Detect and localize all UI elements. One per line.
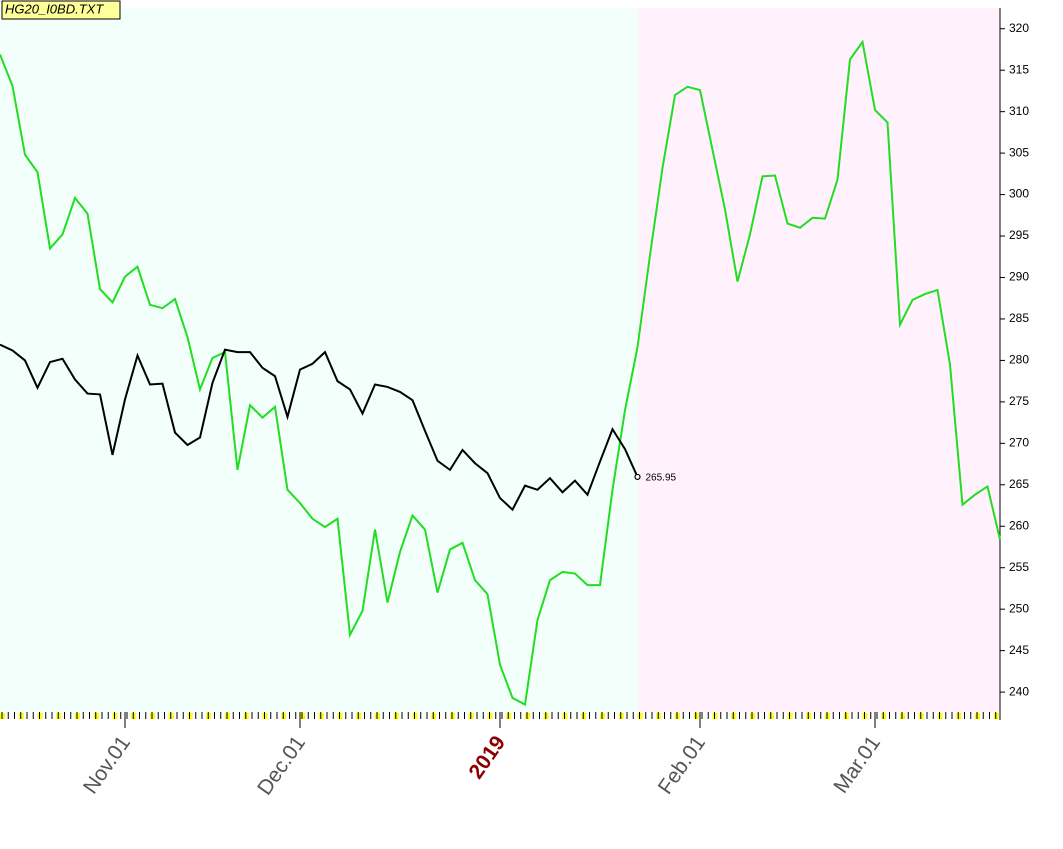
y-tick-label: 315 (1009, 62, 1029, 76)
y-tick-label: 290 (1009, 270, 1029, 284)
x-tick-label: Dec.01 (253, 732, 310, 800)
y-tick-label: 300 (1009, 187, 1029, 201)
series-line (0, 39, 1001, 707)
y-tick-label: 295 (1009, 228, 1029, 242)
y-tick-label: 265 (1009, 477, 1029, 491)
plot-area (0, 39, 1001, 707)
last-point (634, 473, 641, 481)
period-background (638, 8, 1000, 712)
y-tick-label: 270 (1009, 436, 1029, 450)
y-tick-label: 245 (1009, 643, 1029, 657)
y-tick-label: 285 (1009, 311, 1029, 325)
x-tick-label: 2019 (464, 732, 510, 783)
y-tick-label: 320 (1009, 21, 1029, 35)
x-tick-label: Feb.01 (654, 732, 710, 799)
y-tick-label: 260 (1009, 518, 1029, 532)
y-tick-label: 305 (1009, 145, 1029, 159)
value-label: 265.95 (646, 473, 677, 484)
x-tick-label: Mar.01 (829, 732, 885, 798)
chart-title: HG20_I0BD.TXT (5, 1, 104, 16)
title-box (1, 0, 121, 20)
y-tick-label: 255 (1009, 560, 1029, 574)
series-line (0, 343, 639, 512)
x-tick-label: Nov.01 (79, 732, 135, 798)
period-background (0, 8, 638, 712)
y-tick-label: 275 (1009, 394, 1029, 408)
y-tick-label: 280 (1009, 353, 1029, 367)
y-tick-label: 310 (1009, 104, 1029, 118)
y-tick-label: 250 (1009, 601, 1029, 615)
y-tick-label: 240 (1009, 684, 1029, 698)
